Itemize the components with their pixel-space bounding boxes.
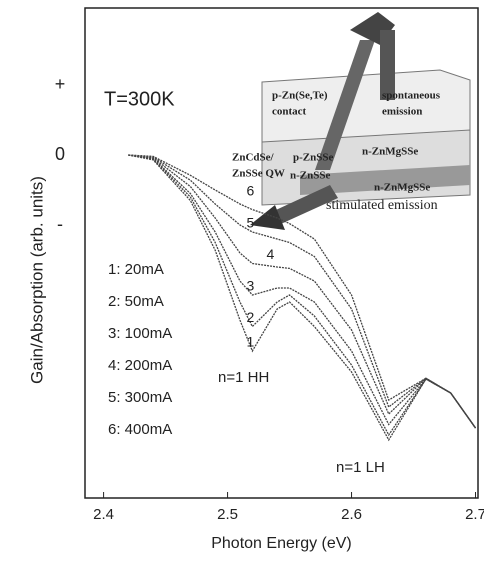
data-line	[128, 154, 477, 429]
curve-label: 4	[266, 246, 274, 262]
y-axis-label: Gain/Absorption (arb. units)	[27, 176, 46, 384]
annotation: n=1 HH	[218, 369, 269, 386]
inset-label: emission	[382, 106, 422, 118]
inset-label: n-ZnMgSSe	[374, 182, 430, 194]
stimulated-arrow	[265, 185, 338, 228]
inset-label: spontaneous	[382, 90, 441, 102]
x-axis-label: Photon Energy (eV)	[211, 535, 352, 552]
curve-label: 6	[246, 182, 254, 198]
inset-label: stimulated emission	[326, 198, 438, 213]
inset-label: ZnCdSe/	[232, 152, 275, 164]
legend-entry: 2: 50mA	[108, 293, 164, 310]
x-tick-label: 2.4	[93, 506, 114, 523]
inset-label: p-ZnSSe	[293, 152, 333, 164]
inset-layer	[300, 165, 470, 195]
x-tick-label: 2.7	[465, 506, 484, 523]
inset-label: n-ZnMgSSe	[362, 146, 418, 158]
curve-label: 1	[246, 334, 254, 350]
inset-label: p-Zn(Se,Te)	[272, 90, 328, 102]
inset-label: n-ZnSSe	[290, 170, 330, 182]
legend-entry: 6: 400mA	[108, 421, 172, 438]
y-tick-label: -	[57, 214, 63, 234]
legend-entry: 3: 100mA	[108, 325, 172, 342]
inset-label: ZnSSe QW	[232, 168, 285, 180]
y-tick-label: +	[55, 74, 66, 94]
y-tick-label: 0	[55, 144, 65, 164]
curve-label: 5	[246, 215, 254, 231]
legend-entry: 1: 20mA	[108, 261, 164, 278]
spontaneous-arrow	[315, 40, 375, 170]
spontaneous-arrow	[380, 30, 395, 100]
legend-entry: 5: 300mA	[108, 389, 172, 406]
temperature-label: T=300K	[104, 88, 175, 110]
data-line	[128, 154, 477, 429]
inset-diagram	[250, 12, 471, 230]
curve-label: 3	[246, 278, 254, 294]
x-tick-label: 2.5	[217, 506, 238, 523]
data-line	[128, 154, 477, 429]
inset-label: contact	[272, 106, 307, 118]
curve-label: 2	[246, 309, 254, 325]
plot-frame	[84, 7, 479, 499]
x-tick-label: 2.6	[341, 506, 362, 523]
arrow-head	[250, 205, 285, 230]
annotation: n=1 LH	[336, 459, 385, 476]
legend-entry: 4: 200mA	[108, 357, 172, 374]
